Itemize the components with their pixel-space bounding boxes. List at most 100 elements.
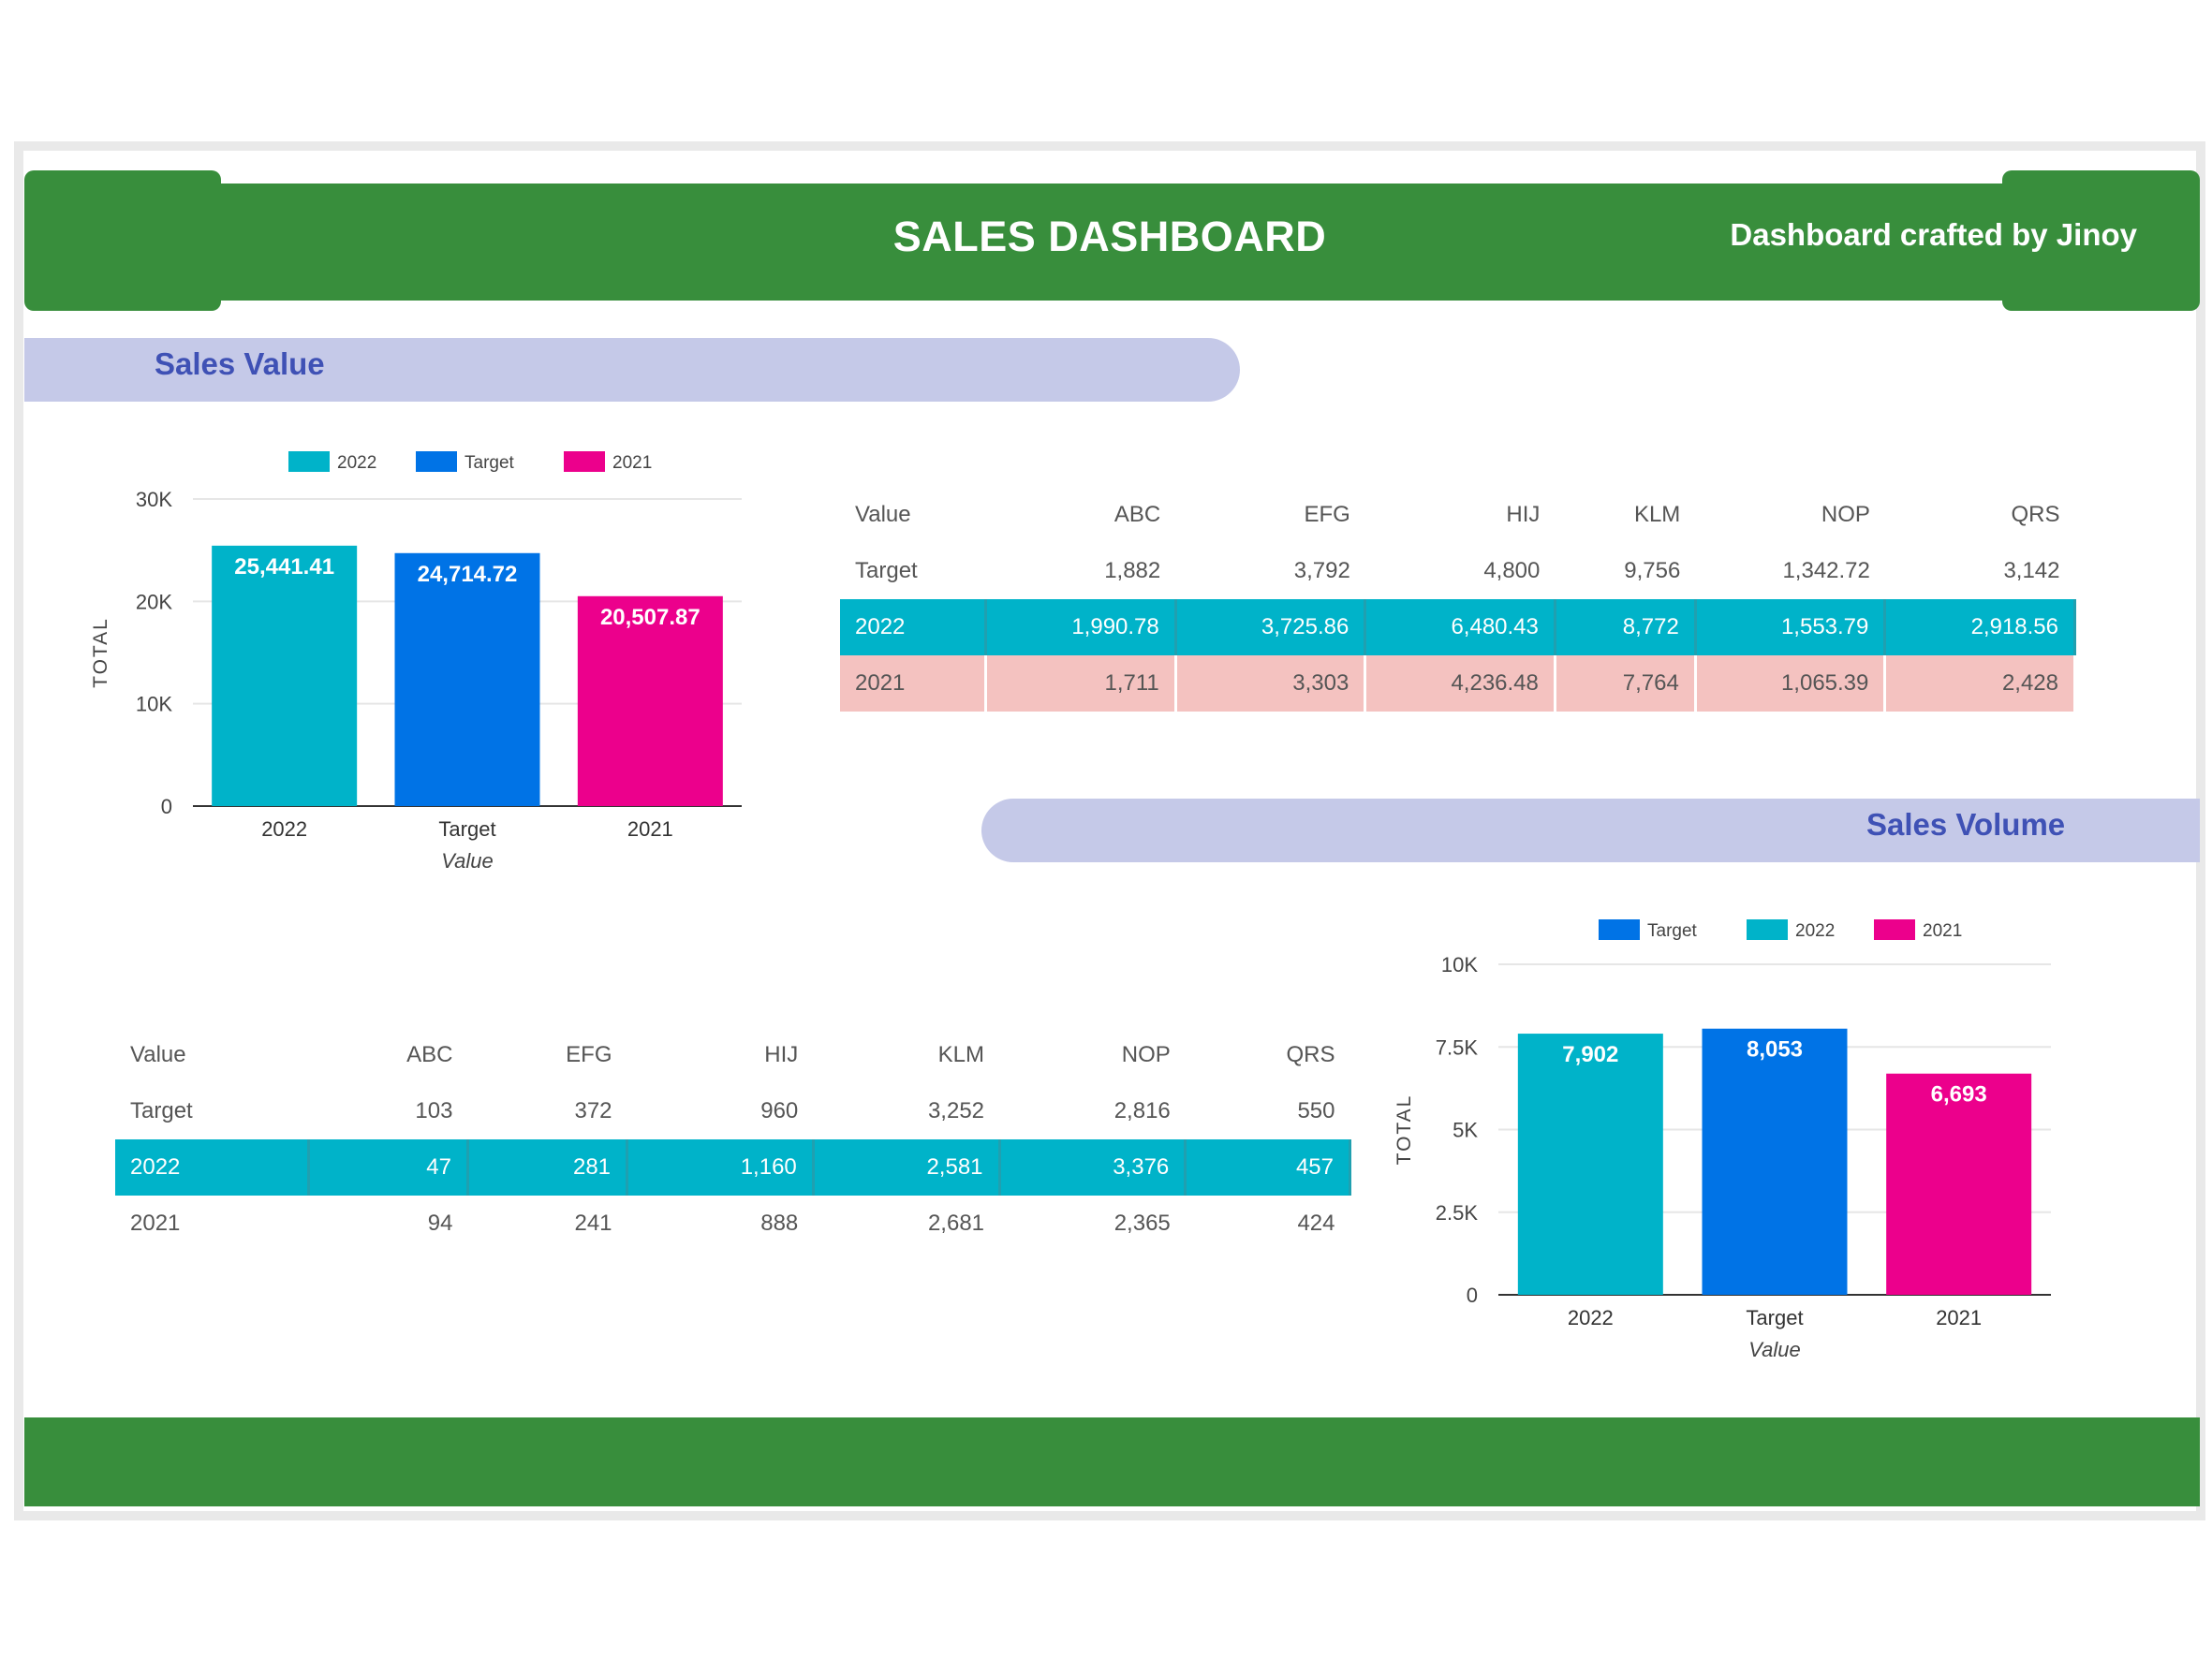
legend-label: 2022	[1795, 921, 1835, 941]
table-cell: 2,816	[1113, 1098, 1171, 1123]
legend-label: 2021	[1923, 921, 1962, 941]
table-row-highlight: 2022 47 281 1,160 2,581 3,376 457	[115, 1139, 1351, 1196]
footer-bar	[24, 1417, 2200, 1506]
table-cell: 7,764	[1555, 655, 1697, 712]
header-credit: Dashboard crafted by Jinoy	[1730, 217, 2137, 252]
table-header-cell: ABC	[406, 1042, 453, 1067]
table-row-highlight: 2021 1,711 3,303 4,236.48 7,764 1,065.39…	[840, 655, 2076, 712]
table-header-cell: QRS	[1286, 1042, 1335, 1067]
table-cell: 2,918.56	[1884, 599, 2076, 655]
bar	[577, 595, 723, 806]
table-cell: 3,142	[2003, 558, 2060, 583]
table-header-row: Value ABC EFG HIJ KLM NOP QRS	[840, 487, 2075, 543]
bar	[394, 552, 540, 806]
table-cell: 1,342.72	[1782, 558, 1870, 583]
data-label: 24,714.72	[418, 562, 518, 587]
sales-volume-banner	[981, 799, 2200, 862]
data-label: 7,902	[1562, 1042, 1618, 1067]
sales-value-banner	[24, 338, 1240, 402]
table-cell: 2022	[840, 599, 988, 655]
y-tick-label: 20K	[136, 590, 172, 613]
table-header-row: Value ABC EFG HIJ KLM NOP QRS	[115, 1027, 1350, 1083]
table-cell: 3,252	[927, 1098, 985, 1123]
table-header-cell: NOP	[1821, 502, 1870, 527]
table-cell: 457	[1185, 1139, 1351, 1196]
legend-swatch	[288, 451, 330, 472]
y-tick-label: 30K	[136, 488, 172, 511]
sales-value-label: Sales Value	[155, 346, 325, 381]
data-label: 25,441.41	[234, 554, 334, 580]
bar	[1517, 1034, 1663, 1295]
y-tick-label: 0	[1467, 1284, 1478, 1307]
y-tick-label: 10K	[136, 693, 172, 716]
table-cell: 241	[574, 1211, 612, 1236]
y-tick-label: 0	[161, 795, 172, 818]
table-header-cell: EFG	[566, 1042, 612, 1067]
table-cell: 424	[1297, 1211, 1335, 1236]
data-label: 6,693	[1931, 1082, 1987, 1108]
legend-label: 2021	[612, 453, 652, 473]
table-header-cell: KLM	[937, 1042, 985, 1067]
x-tick-label: 2022	[261, 817, 307, 841]
x-tick-label: Target	[1746, 1306, 1803, 1329]
table-header-cell: Value	[855, 502, 911, 527]
sales-volume-label: Sales Volume	[1866, 807, 2066, 842]
x-tick-label: Target	[438, 817, 495, 841]
table-row-highlight: 2022 1,990.78 3,725.86 6,480.43 8,772 1,…	[840, 599, 2076, 655]
table-cell: 3,792	[1293, 558, 1350, 583]
table-header-cell: Value	[130, 1042, 186, 1067]
table-header-cell: HIJ	[1506, 502, 1541, 527]
legend-swatch	[1874, 919, 1915, 940]
legend-swatch	[1599, 919, 1640, 940]
header-tab-right	[2002, 170, 2200, 311]
table-row: 2021 94 241 888 2,681 2,365 424	[115, 1196, 1350, 1252]
table-cell: Target	[855, 558, 918, 583]
table-cell: 4,236.48	[1364, 655, 1556, 712]
legend-swatch	[564, 451, 605, 472]
legend-swatch	[416, 451, 457, 472]
x-tick-label: 2022	[1568, 1306, 1614, 1329]
x-tick-label: 2021	[1936, 1306, 1982, 1329]
bar	[1886, 1073, 2032, 1295]
sales-value-table: Value ABC EFG HIJ KLM NOP QRS Target 1,8…	[840, 487, 2076, 712]
data-label: 20,507.87	[600, 605, 700, 630]
table-cell: 1,990.78	[985, 599, 1177, 655]
table-cell: 550	[1297, 1098, 1335, 1123]
table-cell: 3,303	[1175, 655, 1367, 712]
page-title: SALES DASHBOARD	[892, 213, 1327, 260]
table-header-cell: QRS	[2011, 502, 2060, 527]
table-cell: 47	[308, 1139, 469, 1196]
table-cell: 3,725.86	[1175, 599, 1367, 655]
table-cell: 94	[427, 1211, 453, 1236]
x-axis-label: Value	[441, 849, 493, 873]
bar	[212, 545, 358, 806]
table-header-cell: ABC	[1113, 502, 1161, 527]
table-cell: Target	[130, 1098, 193, 1123]
y-axis-label: TOTAL	[90, 617, 111, 688]
bar	[1702, 1028, 1848, 1295]
table-cell: 1,160	[627, 1139, 815, 1196]
table-cell: 2,581	[813, 1139, 1001, 1196]
x-axis-label: Value	[1748, 1338, 1800, 1361]
table-cell: 1,882	[1104, 558, 1161, 583]
table-cell: 2022	[115, 1139, 310, 1196]
table-cell: 2,365	[1113, 1211, 1171, 1236]
x-tick-label: 2021	[627, 817, 673, 841]
y-axis-label: TOTAL	[1394, 1094, 1415, 1166]
table-cell: 4,800	[1483, 558, 1541, 583]
table-row: Target 103 372 960 3,252 2,816 550	[115, 1083, 1350, 1139]
legend-label: 2022	[337, 453, 376, 473]
table-cell: 960	[760, 1098, 799, 1123]
header-bar	[24, 184, 2200, 301]
table-cell: 6,480.43	[1364, 599, 1556, 655]
y-tick-label: 2.5K	[1436, 1201, 1479, 1225]
sales-value-chart: 2022 Target 2021 0 10K 20K 30K TOTAL 25,441.41 20…	[90, 451, 742, 873]
table-cell: 8,772	[1555, 599, 1697, 655]
table-cell: 2,681	[927, 1211, 985, 1236]
header-tab-left	[24, 170, 221, 311]
table-cell: 2021	[840, 655, 988, 712]
table-cell: 9,756	[1624, 558, 1681, 583]
table-cell: 103	[415, 1098, 453, 1123]
table-cell: 3,376	[999, 1139, 1187, 1196]
table-cell: 372	[574, 1098, 612, 1123]
